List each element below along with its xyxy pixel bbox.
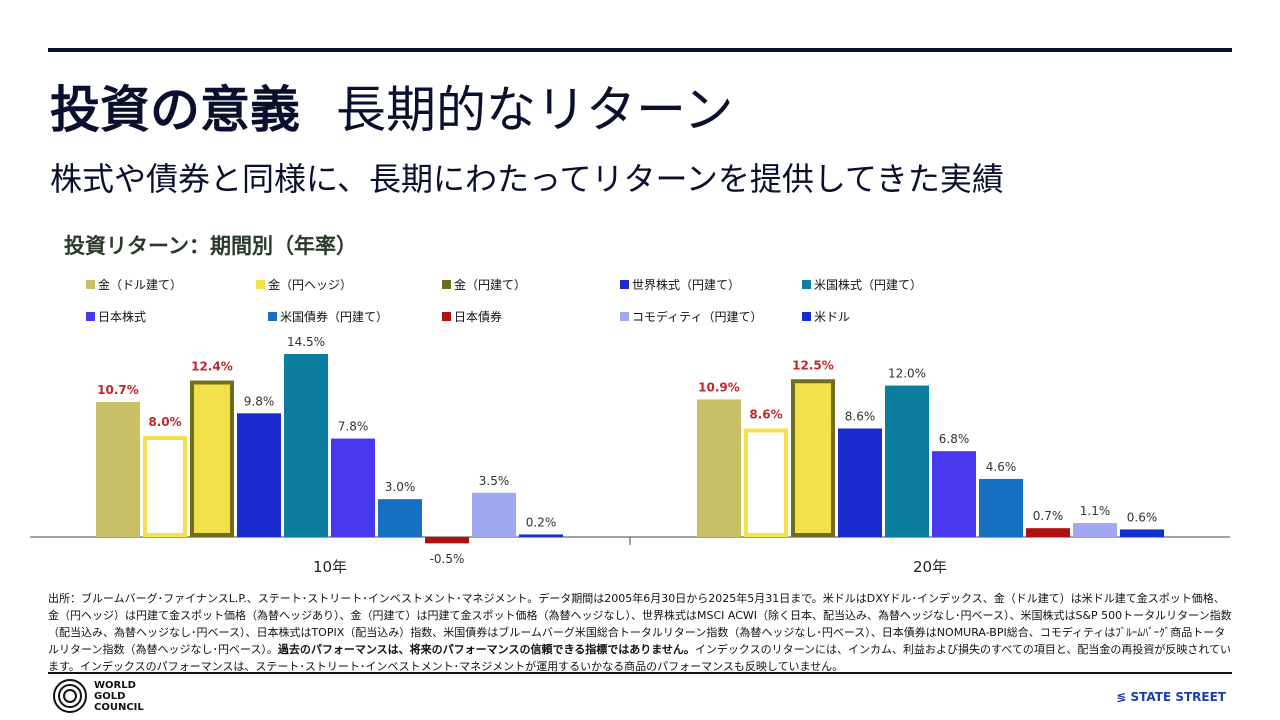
wgc-line: WORLD (94, 679, 136, 691)
wgc-line: COUNCIL (94, 701, 144, 713)
title-main: 長期的なリターン (336, 81, 734, 139)
state-street-text: STATE STREET (1130, 690, 1226, 704)
data-label: 8.6% (845, 409, 876, 423)
title-bold: 投資の意義 (50, 81, 300, 139)
legend-label: 金（円建て） (454, 278, 527, 292)
bar (979, 478, 1023, 537)
legend-label: 米ドル (814, 310, 851, 324)
bar (791, 379, 835, 537)
state-street-logo: ≶ STATE STREET (1116, 690, 1226, 704)
legend-swatch (86, 312, 95, 321)
data-label: 10.7% (97, 383, 139, 397)
source-text: 出所：ブルームバーグ･ファイナンスL.P.、ステート･ストリート･インベストメン… (48, 592, 1232, 656)
data-label: 12.4% (191, 360, 233, 374)
legend-item: 米国債券（円建て） (268, 308, 388, 325)
legend-label: 世界株式（円建て） (632, 278, 741, 292)
wgc-rings-icon (53, 679, 87, 713)
data-label: 1.1% (1080, 504, 1111, 518)
legend-item: 金（ドル建て） (86, 276, 182, 293)
legend-item: 日本債券 (442, 308, 502, 325)
bar (190, 380, 234, 537)
legend-item: 世界株式（円建て） (620, 276, 740, 293)
bar (331, 438, 375, 537)
bar (1120, 529, 1164, 537)
data-label: 6.8% (939, 432, 970, 446)
bar-chart: 10年 10.7% 8.0% 12.4% 9.8% 14.5% 7.8% 3.0% -0.5% 3… (30, 335, 1230, 576)
legend-swatch (802, 312, 811, 321)
bar (744, 428, 788, 537)
data-label: 8.0% (148, 415, 181, 429)
source-note: 出所：ブルームバーグ･ファイナンスL.P.、ステート･ストリート･インベストメン… (48, 590, 1234, 675)
bar (284, 354, 328, 537)
bar (472, 492, 516, 537)
legend-label: 日本債券 (454, 310, 503, 324)
bar (838, 428, 882, 537)
bar (378, 499, 422, 537)
legend-label: コモディティ（円建て） (632, 310, 763, 324)
category-label: 10年 (313, 558, 347, 576)
bar (96, 401, 140, 537)
disclaimer-bold: 過去のパフォーマンスは、将来のパフォーマンスの信頼できる指標ではありません。 (277, 643, 695, 656)
legend-label: 米国債券（円建て） (280, 310, 389, 324)
legend-item: 金（円ヘッジ） (256, 276, 352, 293)
data-label: 14.5% (287, 335, 325, 349)
legend-item: 金（円建て） (442, 276, 526, 293)
data-label: -0.5% (430, 552, 465, 566)
bottom-rule (48, 672, 1232, 674)
legend-swatch (86, 280, 95, 289)
bar (885, 385, 929, 537)
legend-swatch (802, 280, 811, 289)
bar (425, 537, 469, 544)
data-label: 3.5% (479, 474, 510, 488)
legend-swatch (268, 312, 277, 321)
legend-swatch (442, 312, 451, 321)
data-label: 12.0% (888, 367, 926, 381)
data-label: 12.5% (792, 358, 834, 372)
bar (237, 413, 281, 537)
legend-swatch (620, 312, 629, 321)
data-label: 8.6% (749, 407, 782, 421)
legend-item: 米国株式（円建て） (802, 276, 922, 293)
page-title: 投資の意義 長期的なリターン (50, 70, 734, 142)
data-label: 0.6% (1127, 510, 1158, 524)
legend-label: 金（円ヘッジ） (268, 278, 353, 292)
data-label: 0.2% (526, 515, 557, 529)
bar (519, 534, 563, 537)
category-label: 20年 (913, 558, 947, 576)
legend-label: 日本株式 (98, 310, 147, 324)
bar (143, 436, 187, 538)
legend-swatch (442, 280, 451, 289)
legend-swatch (620, 280, 629, 289)
wgc-line: GOLD (94, 690, 126, 702)
bar (1026, 528, 1070, 537)
legend-item: 日本株式 (86, 308, 146, 325)
data-label: 3.0% (385, 480, 416, 494)
bar (932, 451, 976, 537)
data-label: 4.6% (986, 460, 1017, 474)
legend-item: 米ドル (802, 308, 850, 325)
source-tail: インデックスのリターンには、インカム、利益および損失のすべての項目と、配当金の再… (48, 643, 1232, 673)
data-label: 9.8% (244, 394, 275, 408)
world-gold-council-logo: WORLD GOLD COUNCIL (52, 678, 144, 714)
top-rule (48, 48, 1232, 52)
data-label: 10.9% (698, 380, 740, 394)
legend-label: 米国株式（円建て） (814, 278, 923, 292)
legend-item: コモディティ（円建て） (620, 308, 762, 325)
legend-label: 金（ドル建て） (98, 278, 183, 292)
page-subtitle: 株式や債券と同様に、長期にわたってリターンを提供してきた実績 (50, 160, 1004, 198)
chart-title: 投資リターン：期間別（年率） (64, 234, 357, 258)
bar (697, 399, 741, 537)
state-street-icon: ≶ (1116, 690, 1131, 704)
bar (1073, 523, 1117, 537)
data-label: 0.7% (1033, 509, 1064, 523)
data-label: 7.8% (338, 420, 369, 434)
legend-swatch (256, 280, 265, 289)
